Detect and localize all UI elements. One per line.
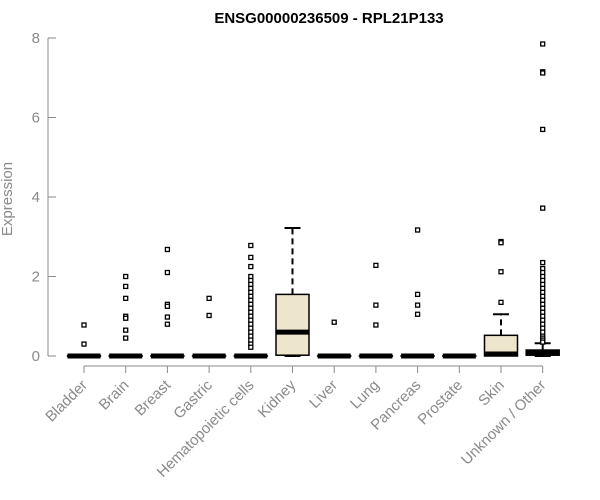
outlier-point	[373, 322, 379, 328]
y-tick-label: 8	[32, 30, 40, 47]
x-tick-label: Breast	[132, 376, 175, 419]
x-tick-label: Brain	[96, 377, 133, 414]
box-lung	[358, 262, 394, 359]
x-tick-label: Lung	[347, 377, 383, 413]
box-unknown-other	[525, 41, 560, 357]
outlier-point	[498, 240, 504, 246]
x-tick-label: Prostate	[415, 377, 467, 429]
outlier-point	[123, 273, 129, 280]
outlier-point	[540, 259, 546, 266]
box-liver	[316, 319, 352, 359]
box-pancreas	[400, 227, 435, 359]
outlier-point	[164, 269, 171, 276]
outlier-point	[164, 321, 171, 327]
box-brain	[108, 273, 143, 359]
x-tick-label: Bladder	[42, 377, 91, 426]
outlier-point	[248, 242, 254, 249]
box-bladder	[66, 322, 102, 359]
outlier-point	[123, 283, 129, 290]
x-tick-label: Liver	[306, 377, 341, 412]
outlier-point	[206, 312, 212, 319]
outlier-point	[331, 319, 337, 325]
chart-title: ENSG00000236509 - RPL21P133	[214, 10, 443, 27]
outlier-point	[414, 311, 421, 317]
y-axis: 0 2 4 6 8	[32, 30, 56, 365]
x-tick-label: Skin	[475, 377, 508, 410]
box-kidney	[275, 227, 310, 357]
outlier-point	[373, 262, 379, 269]
y-tick-label: 6	[32, 110, 40, 127]
outlier-point	[540, 126, 546, 133]
outlier-point	[414, 227, 421, 233]
outlier-point	[414, 302, 421, 308]
outlier-point	[540, 339, 546, 345]
outlier-point	[164, 314, 171, 320]
outlier-point	[498, 269, 504, 275]
box-hematopoietic-cells	[233, 242, 269, 359]
outlier-point	[81, 322, 87, 328]
box-breast	[150, 246, 185, 359]
outlier-point	[123, 295, 129, 302]
outlier-point	[414, 291, 421, 298]
outlier-point	[81, 341, 87, 347]
outlier-point	[248, 344, 254, 350]
box-gastric	[191, 295, 227, 359]
y-tick-label: 4	[32, 189, 40, 206]
outlier-point	[123, 315, 129, 321]
x-tick-label: Kidney	[255, 376, 300, 421]
outlier-point	[164, 246, 171, 253]
y-tick-label: 0	[32, 348, 40, 365]
outlier-point	[540, 41, 546, 47]
outlier-point	[248, 263, 254, 270]
outlier-point	[540, 70, 546, 76]
outlier-point	[373, 302, 379, 308]
outlier-point	[123, 327, 129, 333]
outlier-point	[206, 295, 212, 302]
outlier-point	[164, 303, 171, 309]
box-body	[275, 293, 310, 356]
outlier-point	[498, 299, 504, 305]
outlier-point	[123, 335, 129, 341]
box-series	[66, 41, 560, 359]
y-tick-label: 2	[32, 269, 40, 286]
y-axis-label: Expression	[0, 162, 16, 236]
outlier-point	[540, 205, 546, 211]
box-skin	[483, 238, 519, 357]
outlier-point	[248, 254, 254, 261]
